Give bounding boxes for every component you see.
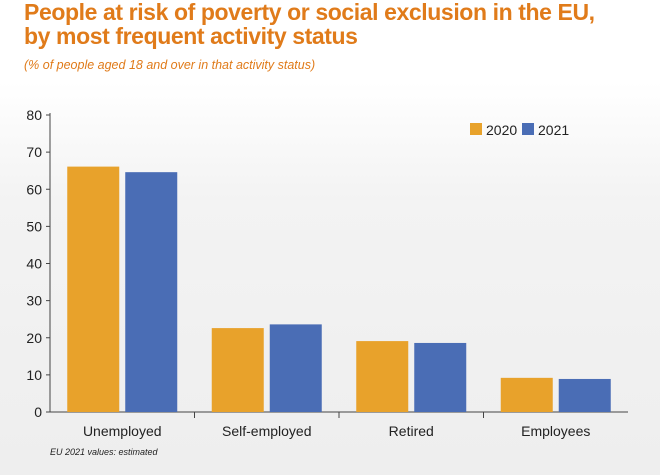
bar-2020-employees: [500, 377, 553, 412]
legend-swatch-2020: [470, 123, 482, 135]
bar-2020-self-employed: [211, 328, 264, 412]
chart-title: People at risk of poverty or social excl…: [24, 0, 595, 48]
legend-swatch-2021: [522, 123, 534, 135]
bar-2021-retired: [414, 342, 467, 412]
title-line-2: by most frequent activity status: [24, 23, 358, 49]
chart-subtitle: (% of people aged 18 and over in that ac…: [24, 58, 316, 72]
x-tick-label: Self-employed: [222, 423, 312, 439]
footnote: EU 2021 values: estimated: [50, 447, 158, 457]
x-tick-label: Retired: [389, 423, 434, 439]
bar-2020-unemployed: [67, 166, 120, 412]
y-tick-label: 20: [26, 330, 42, 346]
bar-2021-unemployed: [125, 172, 178, 412]
y-tick-label: 80: [26, 107, 42, 123]
bar-2021-employees: [558, 378, 611, 412]
y-tick-label: 10: [26, 367, 42, 383]
y-tick-label: 40: [26, 256, 42, 272]
x-tick-label: Employees: [521, 423, 590, 439]
y-tick-label: 30: [26, 293, 42, 309]
bar-2021-self-employed: [269, 324, 322, 412]
legend-label-2020: 2020: [486, 122, 517, 138]
bar-2020-retired: [356, 341, 409, 412]
y-tick-label: 70: [26, 144, 42, 160]
y-tick-label: 60: [26, 181, 42, 197]
legend-label-2021: 2021: [538, 122, 569, 138]
x-tick-label: Unemployed: [83, 423, 162, 439]
y-tick-label: 50: [26, 218, 42, 234]
y-tick-label: 0: [34, 404, 42, 420]
title-line-1: People at risk of poverty or social excl…: [24, 0, 595, 25]
